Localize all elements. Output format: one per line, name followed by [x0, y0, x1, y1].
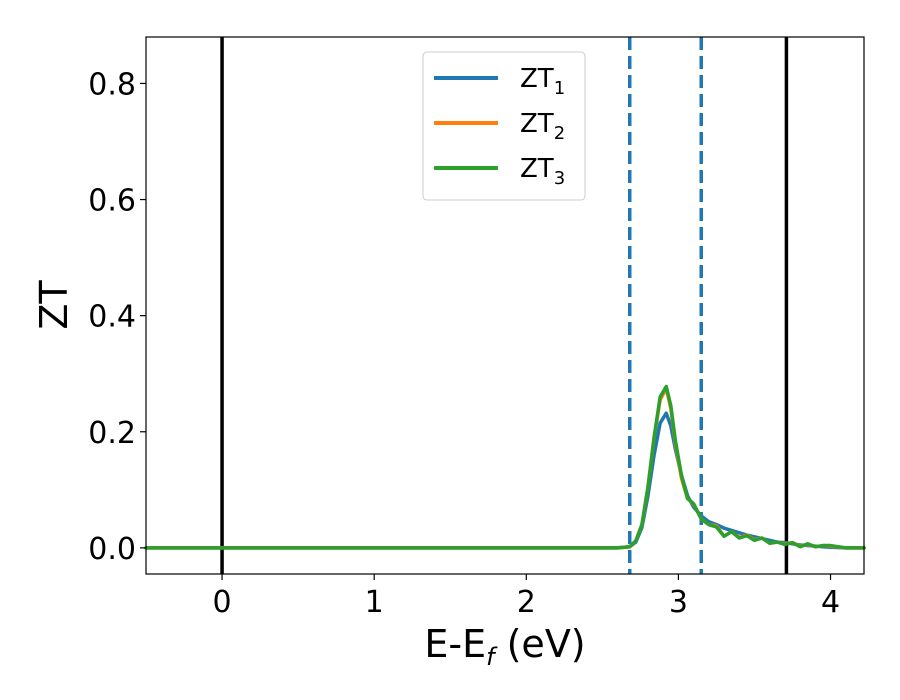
legend-label-1: ZT1	[520, 64, 565, 99]
legend-box	[422, 51, 586, 201]
legend-label-3: ZT3	[520, 154, 565, 189]
x-tick-label: 0	[213, 585, 232, 620]
series-lines	[144, 384, 866, 550]
x-axis-label: E-Ef (eV)	[424, 622, 585, 671]
y-tick-label: 0.4	[88, 300, 136, 335]
y-axis-ticks: 0.0 0.2 0.4 0.6 0.8	[88, 67, 146, 567]
x-tick-label: 3	[669, 585, 688, 620]
x-tick-label: 2	[517, 585, 536, 620]
x-tick-label: 1	[365, 585, 384, 620]
y-axis-label: ZT	[32, 280, 76, 330]
y-tick-label: 0.0	[88, 532, 136, 567]
vertical-reference-lines	[220, 37, 789, 574]
legend-label-2: ZT2	[520, 109, 565, 144]
x-axis-ticks: 0 1 2 3 4	[213, 574, 840, 620]
y-tick-label: 0.6	[88, 184, 136, 219]
legend: ZT1 ZT2 ZT3	[422, 51, 586, 201]
plot-frame	[145, 36, 865, 575]
x-tick-label: 4	[821, 585, 840, 620]
series-line-3	[144, 384, 866, 550]
y-tick-label: 0.8	[88, 67, 136, 102]
y-tick-label: 0.2	[88, 416, 136, 451]
